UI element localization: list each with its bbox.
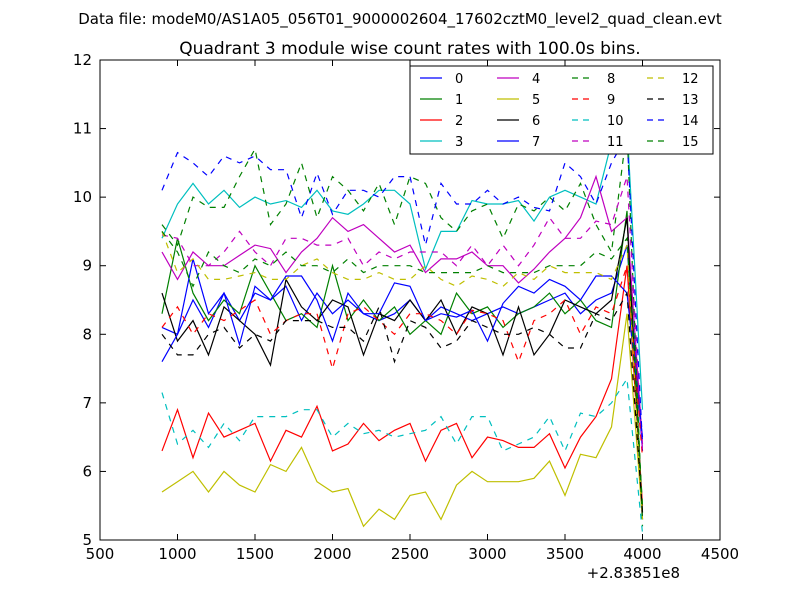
axes-layer: 500 1000 1500 2000 2500 3000 3500 4000 4500 5 6 7 8 9… xyxy=(73,51,739,563)
figure-suptitle: Data file: modeM0/AS1A05_056T01_90000026… xyxy=(78,10,722,29)
y-tick-label: 12 xyxy=(73,51,92,69)
legend-label-1: 1 xyxy=(455,93,463,108)
x-tick-label: 4500 xyxy=(701,545,739,563)
legend-label-14: 14 xyxy=(682,114,699,129)
series-2-line xyxy=(161,265,644,506)
series-7-line xyxy=(161,258,644,438)
series-14-line xyxy=(161,133,644,445)
legend-label-10: 10 xyxy=(607,114,624,129)
y-tick-label: 10 xyxy=(73,188,92,206)
chart-title: Quadrant 3 module wise count rates with … xyxy=(179,39,640,59)
series-8-line xyxy=(161,128,644,527)
series-12-line xyxy=(161,231,644,520)
x-tick-label: 1000 xyxy=(158,545,196,563)
y-tick-label: 8 xyxy=(82,325,92,343)
legend-label-8: 8 xyxy=(607,72,615,87)
series-1-line xyxy=(161,210,644,513)
series-layer xyxy=(161,123,644,534)
y-tick-label: 5 xyxy=(82,531,92,549)
legend-label-6: 6 xyxy=(532,114,540,129)
series-5-line xyxy=(161,313,644,528)
series-10-line xyxy=(161,377,644,534)
legend-label-15: 15 xyxy=(682,135,699,150)
series-9-line xyxy=(161,265,644,458)
legend-label-13: 13 xyxy=(682,93,699,108)
legend-box xyxy=(409,65,714,155)
legend-label-4: 4 xyxy=(532,72,540,87)
y-tick-label: 6 xyxy=(82,462,92,480)
series-11-line xyxy=(161,176,644,451)
x-tick-label: 3500 xyxy=(546,545,584,563)
series-0-line xyxy=(161,244,644,451)
legend-label-11: 11 xyxy=(607,135,624,150)
series-6-line xyxy=(161,217,644,520)
series-13-line xyxy=(161,291,644,513)
legend-label-2: 2 xyxy=(455,114,463,129)
y-tick-label: 11 xyxy=(73,120,92,138)
legend-label-3: 3 xyxy=(455,135,463,150)
x-tick-label: 4000 xyxy=(623,545,661,563)
legend-label-5: 5 xyxy=(532,93,540,108)
x-tick-label: 2000 xyxy=(313,545,351,563)
x-tick-label: 1500 xyxy=(236,545,274,563)
x-tick-label: 500 xyxy=(86,545,115,563)
y-tick-label: 9 xyxy=(82,257,92,275)
legend-label-7: 7 xyxy=(532,135,540,150)
y-tick-label: 7 xyxy=(82,394,92,412)
x-tick-label: 2500 xyxy=(391,545,429,563)
x-offset-label: +2.83851e8 xyxy=(587,564,680,582)
legend-label-9: 9 xyxy=(607,93,615,108)
series-3-line xyxy=(161,123,644,410)
legend-label-0: 0 xyxy=(455,72,463,87)
legend-label-12: 12 xyxy=(682,72,699,87)
x-tick-label: 3000 xyxy=(468,545,506,563)
series-15-line xyxy=(161,231,644,506)
series-4-line xyxy=(161,174,644,445)
